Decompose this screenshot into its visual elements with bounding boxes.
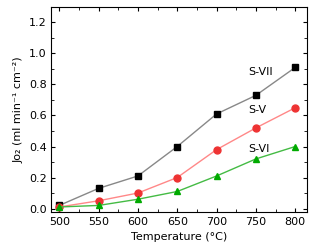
X-axis label: Temperature (°C): Temperature (°C) (131, 232, 227, 242)
Text: S-V: S-V (248, 106, 266, 116)
Text: S-VI: S-VI (248, 144, 269, 154)
Y-axis label: Jo₂ (ml min⁻¹ cm⁻²): Jo₂ (ml min⁻¹ cm⁻²) (13, 56, 23, 163)
Text: S-VII: S-VII (248, 67, 273, 77)
